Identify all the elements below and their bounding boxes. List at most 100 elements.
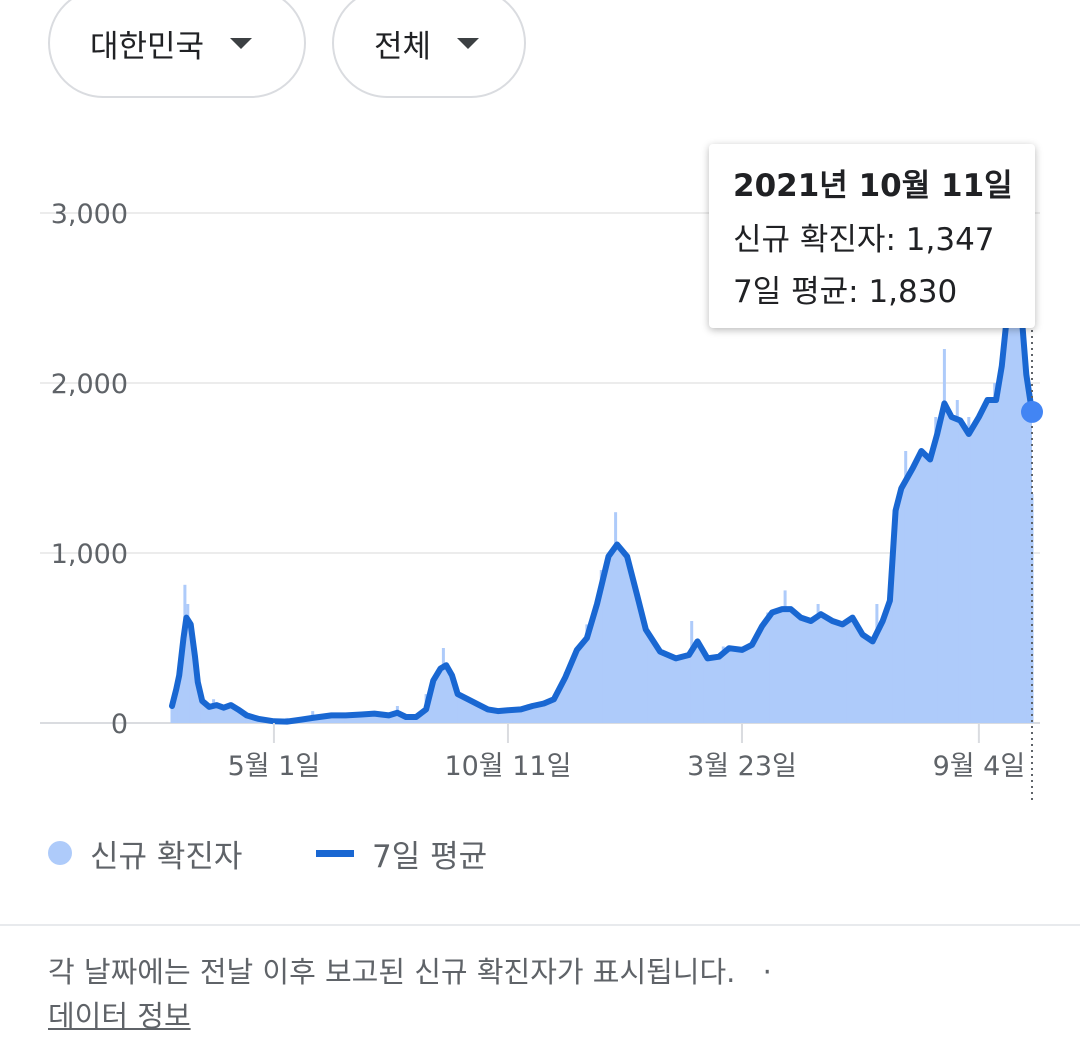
type-filter-label: 전체 [374, 28, 432, 65]
case-bar [441, 648, 445, 723]
region-filter-label: 대한민국 [90, 28, 205, 65]
case-bar [861, 634, 865, 723]
tooltip-average-label: 7일 평균: [733, 274, 859, 310]
case-bar [387, 716, 391, 723]
case-bar [1023, 383, 1027, 723]
case-bar [904, 451, 908, 723]
case-bar [542, 700, 546, 723]
case-bar [170, 706, 174, 723]
case-bar [816, 604, 820, 723]
case-bar [242, 717, 246, 723]
cases-chart[interactable]: 0 1,000 2,000 3,000 5월 1일 10월 11일 3월 23일 9월 4일 [0, 0, 1080, 820]
y-tick-label: 0 [111, 709, 128, 740]
case-bar [846, 627, 850, 723]
region-filter-chip[interactable]: 대한민국 [48, 0, 306, 98]
case-bar [967, 417, 971, 723]
tooltip-cases-label: 신규 확진자: [733, 222, 896, 258]
legend-item-average: 7일 평균 [316, 830, 487, 876]
case-bar [512, 707, 516, 723]
case-bar [599, 570, 603, 723]
case-bar [1006, 167, 1010, 724]
footer-note-text: 각 날짜에는 전날 이후 보고된 신규 확진자가 표시됩니다. [48, 955, 736, 989]
case-bar [918, 468, 922, 723]
case-bar [721, 646, 725, 723]
case-bar [766, 612, 770, 723]
case-bar [934, 417, 938, 723]
case-bar [344, 714, 348, 723]
hover-indicator [1021, 300, 1043, 803]
data-info-link[interactable]: 데이터 정보 [48, 999, 191, 1033]
case-bar [183, 584, 187, 723]
legend-cases-label: 신규 확진자 [90, 838, 243, 875]
y-axis-ticks: 0 1,000 2,000 3,000 [51, 199, 128, 740]
legend-line-icon [316, 849, 354, 857]
case-bar [830, 621, 834, 723]
case-bar [783, 590, 787, 723]
x-tick-label: 9월 4일 [933, 751, 1026, 782]
case-bar [235, 709, 239, 723]
legend-item-cases: 신규 확진자 [48, 830, 242, 876]
case-bar [410, 717, 414, 723]
case-bar [892, 519, 896, 723]
dropdown-arrow-icon [230, 37, 253, 49]
footer-note: 각 날짜에는 전날 이후 보고된 신규 확진자가 표시됩니다. · 데이터 정보 [48, 950, 1048, 1038]
case-bar [372, 715, 376, 723]
x-tick-label: 3월 23일 [687, 751, 797, 782]
case-bar [993, 383, 997, 723]
case-bar [469, 704, 473, 723]
case-bar [585, 624, 589, 723]
type-filter-chip[interactable]: 전체 [332, 0, 526, 98]
case-bar [190, 638, 194, 723]
case-bar [177, 672, 181, 723]
case-bar [690, 621, 694, 723]
case-bar [1030, 494, 1034, 723]
y-tick-label: 3,000 [51, 199, 128, 230]
case-bar [497, 711, 501, 723]
case-bar [614, 512, 618, 723]
case-bar [1016, 298, 1020, 723]
footer-separator: · [762, 955, 772, 989]
case-bar [205, 707, 208, 723]
case-bar [955, 400, 959, 723]
case-bar [360, 713, 363, 723]
tooltip-date: 2021년 10월 11일 [733, 168, 1013, 204]
case-bar [875, 604, 879, 723]
case-bar [563, 672, 567, 723]
x-tick-label: 10월 11일 [444, 751, 571, 782]
case-bar [644, 624, 648, 723]
case-bar [197, 689, 201, 723]
legend-average-label: 7일 평균 [372, 838, 488, 875]
case-bar [223, 705, 227, 723]
chart-tooltip: 2021년 10월 11일 신규 확진자: 1,347 7일 평균: 1,830 [709, 144, 1035, 328]
case-bar [483, 712, 487, 723]
case-bar [658, 655, 662, 723]
case-bar [526, 704, 530, 723]
cases-bars [170, 167, 1034, 724]
legend-dot-icon [48, 841, 72, 865]
tooltip-cases: 신규 확진자: 1,347 [733, 214, 1035, 266]
case-bar [454, 695, 458, 723]
case-bar [629, 570, 633, 723]
tooltip-average-value: 1,830 [868, 274, 958, 310]
case-bar [796, 612, 800, 723]
average-line-path [169, 240, 1035, 725]
hover-marker-point [1021, 400, 1043, 423]
case-bar [186, 604, 190, 723]
case-bar [256, 721, 260, 723]
tooltip-average: 7일 평균: 1,830 [733, 266, 1035, 318]
case-bar [212, 699, 216, 723]
case-bar [703, 655, 707, 723]
case-bar [674, 658, 678, 723]
y-tick-label: 2,000 [51, 369, 128, 400]
divider [0, 924, 1080, 926]
case-bar [977, 417, 981, 723]
tooltip-cases-value: 1,347 [905, 222, 995, 258]
case-bar [329, 716, 333, 723]
x-tick-label: 5월 1일 [228, 751, 321, 782]
case-bar [740, 648, 744, 723]
y-tick-label: 1,000 [51, 539, 128, 570]
x-axis-ticks: 5월 1일 10월 11일 3월 23일 9월 4일 [228, 723, 1026, 782]
dropdown-arrow-icon [457, 37, 480, 49]
case-bar [942, 349, 946, 723]
average-line [169, 240, 1035, 725]
